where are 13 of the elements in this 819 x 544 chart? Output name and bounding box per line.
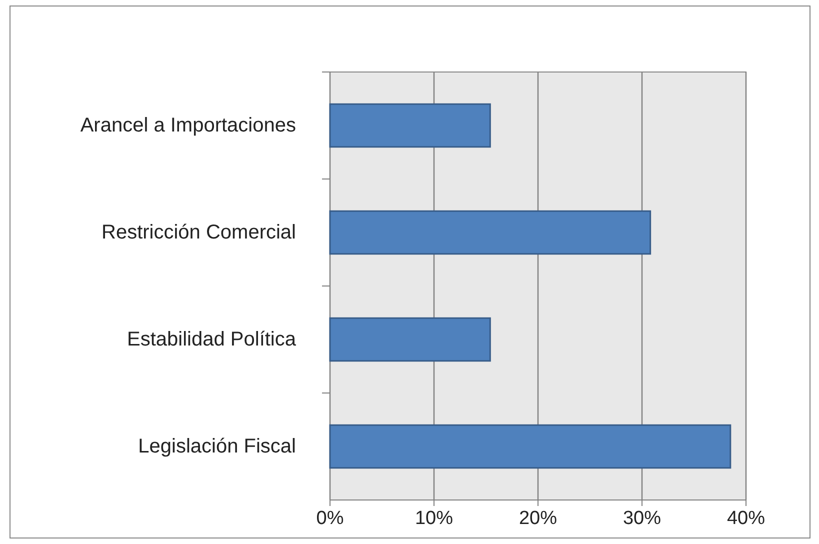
x-tick-label: 40% — [726, 508, 766, 529]
y-tick-label: Arancel a Importaciones — [80, 114, 296, 136]
bar — [329, 424, 732, 469]
x-tick-label: 30% — [622, 508, 662, 529]
bar — [329, 103, 491, 148]
x-tick-label: 20% — [518, 508, 558, 529]
y-tick-label: Legislación Fiscal — [138, 436, 296, 458]
x-tick-label: 10% — [414, 508, 454, 529]
y-tick-label: Estabilidad Política — [127, 328, 297, 350]
bar — [329, 210, 652, 255]
x-tick-label: 0% — [316, 508, 344, 529]
bar — [329, 317, 491, 362]
y-tick-label: Restricción Comercial — [102, 222, 296, 244]
